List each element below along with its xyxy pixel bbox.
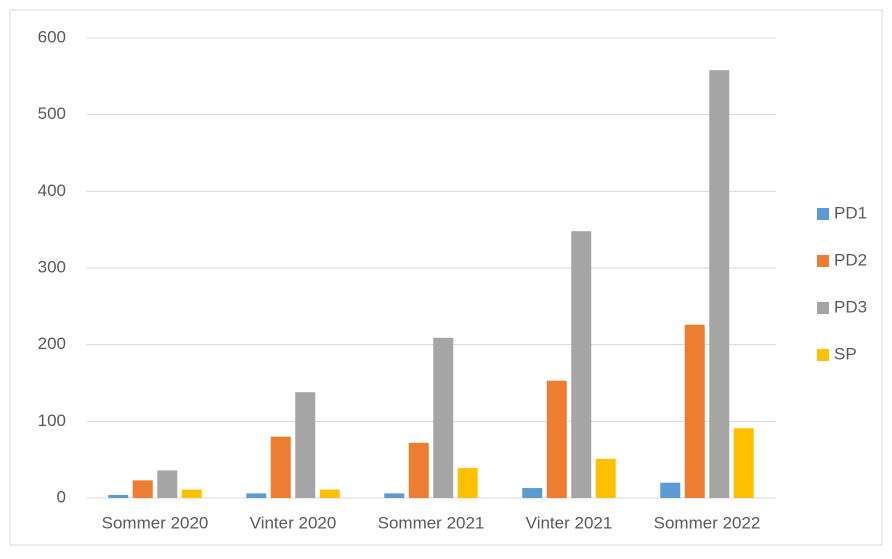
bar	[384, 493, 405, 498]
bar	[246, 493, 267, 498]
bar	[595, 458, 616, 498]
bar	[132, 480, 153, 498]
bar	[270, 436, 291, 498]
x-tick-label: Sommer 2020	[102, 513, 209, 532]
legend-label: SP	[834, 344, 857, 363]
y-tick-label: 400	[38, 181, 66, 200]
bar	[522, 488, 543, 498]
legend-label: PD1	[834, 203, 867, 222]
bar	[408, 442, 429, 498]
bar	[546, 380, 567, 498]
bar	[660, 482, 681, 498]
bar	[709, 70, 730, 498]
y-tick-label: 200	[38, 334, 66, 353]
y-tick-label: 600	[38, 27, 66, 46]
bar	[684, 324, 705, 498]
legend-swatch	[817, 349, 829, 361]
bar	[295, 392, 316, 498]
y-tick-label: 500	[38, 104, 66, 123]
y-tick-label: 300	[38, 257, 66, 276]
x-tick-label: Sommer 2021	[378, 513, 485, 532]
bar	[108, 494, 129, 498]
legend-label: PD2	[834, 250, 867, 269]
y-tick-label: 0	[57, 487, 66, 506]
bar	[571, 231, 592, 498]
legend-swatch	[817, 302, 829, 314]
legend-swatch	[817, 208, 829, 220]
bar	[733, 428, 754, 498]
bar	[457, 468, 478, 498]
y-tick-label: 100	[38, 411, 66, 430]
x-tick-label: Vinter 2020	[250, 513, 337, 532]
bar	[319, 489, 340, 498]
legend-swatch	[817, 255, 829, 267]
x-tick-label: Sommer 2022	[654, 513, 761, 532]
x-tick-label: Vinter 2021	[526, 513, 613, 532]
bar	[157, 470, 178, 498]
legend-label: PD3	[834, 297, 867, 316]
bar	[433, 337, 454, 498]
bar	[181, 489, 202, 498]
